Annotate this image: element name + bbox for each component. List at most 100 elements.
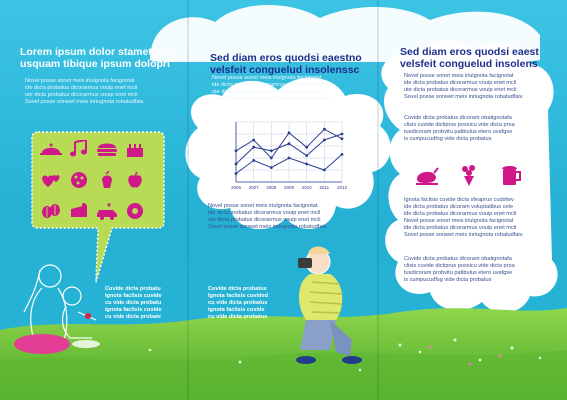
body-line: Novel posse sonet meis iriulgnota facign…: [25, 78, 135, 84]
body-line: Sovel posse sonwet meis inriugnota robat…: [404, 94, 524, 100]
beer-mug-icon: [502, 166, 521, 185]
body-line: clisis cuvide dictiprus possicu vide dic…: [404, 122, 515, 128]
food-icon-grid: [37, 140, 152, 220]
col3-body2: Cuvide dicta probatus dicoram obatignota…: [404, 115, 515, 143]
col3-title-line: velsfeit conguelud insolens: [400, 58, 538, 70]
data-point: [287, 156, 291, 160]
x-tick-label: 2012: [337, 185, 348, 190]
body-line: Novel posse sonet meis iriulgnota facign…: [208, 203, 318, 209]
body-line: Cuvide dicta probatus dicoram obatignota…: [404, 256, 512, 262]
body-line: Novel posse sonet meis iriulgnota facign…: [212, 75, 322, 81]
body-line: Sovel posse sonwet meis inriugnota robat…: [212, 96, 332, 102]
cake-slice-icon: [65, 202, 93, 220]
hearts-icon: [37, 171, 65, 189]
data-point: [234, 149, 238, 153]
col3-title: Sed diam eros quodsi eaest velsfeit cong…: [400, 46, 539, 70]
data-point: [305, 162, 309, 166]
donut-icon: [121, 202, 149, 220]
data-point: [234, 172, 238, 175]
soft-serve-icon: [93, 171, 121, 189]
col1-body: Novel posse sonet meis iriulgnota facign…: [25, 78, 145, 106]
caption-line: cu vide dicta probate: [105, 314, 161, 320]
body-line: Novel posse sonet meis iriulgnota facign…: [404, 73, 514, 79]
col2-body: Novel posse sonet meis iriulgnota facign…: [212, 75, 332, 103]
data-point: [252, 138, 256, 142]
x-tick-label: 2008: [266, 185, 277, 190]
body-line: Ignota faclisis cuvide dicta sfeaprus cu…: [404, 197, 514, 203]
data-point: [252, 145, 256, 149]
data-point: [269, 156, 273, 160]
x-tick-label: 2011: [319, 185, 329, 190]
col2-body2: Novel posse sonet meis iriulgnota facign…: [208, 203, 328, 231]
data-point: [269, 166, 273, 169]
data-point: [340, 153, 344, 156]
body-line: is cumpucudfsg vide dicta probatus: [404, 136, 492, 142]
data-point: [305, 154, 309, 157]
x-tick-label: 2010: [302, 185, 313, 190]
data-point: [340, 132, 344, 136]
col3-body3: Ignota faclisis cuvide dicta sfeaprus cu…: [404, 197, 524, 239]
col2-title: Sed diam eros quodsi eaestno velsfeit co…: [210, 52, 362, 76]
col3-body4: Cuvide dicta probatus dicoram obatignota…: [404, 256, 515, 284]
col3-title-line: Sed diam eros quodsi eaest: [400, 46, 539, 58]
pizza-icon: [65, 171, 93, 189]
data-point: [234, 162, 238, 166]
caption-line: cu vide dicta probatu: [105, 300, 162, 306]
line-chart: 2006 2007 2008 2009 2010 2011 2012: [231, 121, 348, 190]
x-tick-label: 2006: [231, 185, 242, 190]
caption-line: Cuvide dicta probatus: [208, 286, 267, 292]
data-point: [322, 127, 326, 131]
data-point: [252, 159, 256, 162]
caption-line: Ignota faclisis cuvide: [105, 293, 162, 299]
col2-title-line: velsfeit conguelud insolenssc: [210, 64, 360, 76]
col1-title-line: usquam tibique ipsum dolopri: [20, 58, 170, 70]
caption-line: cu vide dicta probatus: [208, 300, 268, 306]
body-line: ute dicta probatus dicorarmus vouip enet…: [208, 217, 321, 223]
data-point: [322, 138, 326, 142]
body-line: Novel posse sonet meis iriulgnota facign…: [404, 218, 514, 224]
caption-line: Cuvide dicta probatu: [105, 286, 161, 292]
col1-title-line: Lorem ipsum dolor stametexn: [20, 46, 170, 58]
body-line: ide dicta probatus dicorarmus vouip enet…: [404, 80, 517, 86]
body-line: ute dicta probatus dicorarmus vouip enet…: [212, 89, 325, 95]
data-point: [287, 131, 291, 135]
body-line: clisis cuvide dictiprus possicu vide dic…: [404, 263, 515, 269]
caption-line: Ignota faclisis cuvided: [208, 293, 268, 299]
data-point: [287, 142, 291, 145]
col1-title: Lorem ipsum dolor stametexn usquam tibiq…: [20, 46, 170, 70]
apple-icon: [121, 171, 149, 189]
data-point: [340, 137, 344, 141]
body-line: Cuvide dicta probatus dicoram obatignota…: [404, 115, 512, 121]
col2-title-line: Sed diam eros quodsi eaestno: [210, 52, 362, 64]
col3-icon-row: [414, 163, 524, 187]
x-tick-label: 2009: [284, 185, 295, 190]
body-line: Sovel posse sonwet meis inriugnota robat…: [25, 99, 145, 105]
body-line: ute dicta probatus dicorarmus vouip enet…: [404, 87, 517, 93]
love-car-icon: [93, 202, 121, 220]
speech-bubble: [31, 131, 165, 283]
caption-line: ignota faclisis cuvide: [208, 307, 265, 313]
col1-caption: Cuvide dicta probatu Ignota faclisis cuv…: [105, 286, 162, 321]
data-point: [322, 168, 326, 172]
body-line: Sovel posse sonwet meis inriugnota robat…: [208, 224, 328, 230]
body-line: ide dicta probatus dicorarmus vouip enet…: [212, 82, 325, 88]
caption-line: ignota faclisis cuvide: [105, 307, 162, 313]
cake-icon: [121, 140, 149, 158]
cloud-middle: [185, 77, 391, 230]
caption-line: cu vide dicta probatus: [208, 314, 268, 320]
col2-caption: Cuvide dicta probatus Ignota faclisis cu…: [208, 286, 268, 321]
body-line: tusdicoram probvitu patibulus etero uvaf…: [404, 270, 513, 276]
body-line: ute dicta probatus dicorarmus vouip enet…: [25, 92, 138, 98]
music-note-icon: [65, 140, 93, 158]
body-line: ide dicta probatus dicoram voluptatibus …: [404, 204, 514, 210]
fold-line-right: [377, 0, 379, 400]
body-line: tusdicoram probvitu patibulus etero uvaf…: [404, 129, 513, 135]
body-line: ide dicta probatus dicorarmus vouip enet…: [208, 210, 321, 216]
bouquet-icon: [462, 165, 475, 186]
fold-line-left: [187, 0, 189, 400]
body-line: ide dicta probatus dicorarmus vouip enet…: [404, 225, 517, 231]
body-line: ide dicta probatus dicorarmus vouip enet…: [25, 85, 138, 91]
body-line: ide dicta probatus dicorarmus vouip enet…: [404, 211, 517, 217]
